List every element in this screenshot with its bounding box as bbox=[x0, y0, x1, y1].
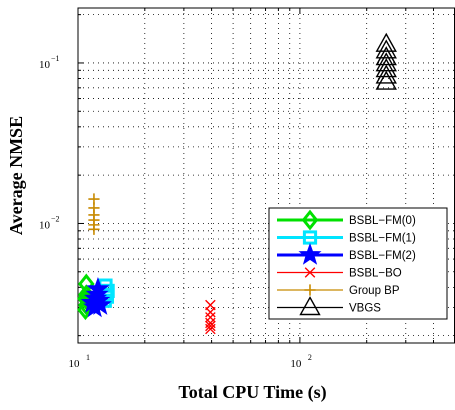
legend: BSBL−FM(0) BSBL−FM(1) BSBL−FM(2) BSBL−BO Gro… bbox=[268, 207, 448, 320]
data-point bbox=[205, 320, 216, 332]
legend-marker bbox=[299, 296, 321, 316]
data-point bbox=[375, 32, 397, 52]
data-point bbox=[87, 288, 111, 311]
data-point bbox=[375, 58, 397, 78]
data-point bbox=[205, 306, 216, 318]
data-point bbox=[205, 323, 216, 335]
legend-label: BSBL−FM(1) bbox=[349, 233, 416, 245]
series-2 bbox=[80, 276, 112, 318]
y-tick-label: 10 bbox=[39, 219, 51, 231]
legend-label: VBGS bbox=[349, 303, 381, 315]
series-5 bbox=[375, 32, 397, 90]
data-point bbox=[375, 64, 397, 84]
legend-label: BSBL−BO bbox=[349, 268, 402, 280]
series-3 bbox=[205, 299, 216, 335]
x-axis-title: Total CPU Time (s) bbox=[178, 382, 326, 403]
y-tick-label: 10 bbox=[39, 59, 51, 71]
x-tick-label-exponent: 1 bbox=[86, 353, 90, 362]
legend-label: BSBL−FM(0) bbox=[349, 215, 416, 227]
x-tick-label: 10 bbox=[69, 358, 81, 370]
y-tick-label-exponent: −1 bbox=[51, 54, 60, 63]
series-4 bbox=[88, 193, 100, 235]
data-marks bbox=[77, 32, 397, 335]
legend-marker bbox=[304, 284, 316, 296]
legend-marker bbox=[304, 267, 316, 278]
data-point bbox=[88, 223, 100, 235]
x-tick-label: 10 bbox=[290, 358, 302, 370]
data-point bbox=[375, 70, 397, 90]
x-tick-label-exponent: 2 bbox=[308, 353, 312, 362]
y-tick-label-exponent: −2 bbox=[51, 214, 60, 223]
legend-label: Group BP bbox=[349, 285, 400, 297]
legend-marker bbox=[301, 209, 319, 231]
legend-marker bbox=[298, 242, 322, 265]
legend-box bbox=[268, 207, 448, 320]
data-point bbox=[375, 39, 397, 59]
legend-label: BSBL−FM(2) bbox=[349, 250, 416, 262]
y-axis-title: Average NMSE bbox=[6, 116, 26, 235]
